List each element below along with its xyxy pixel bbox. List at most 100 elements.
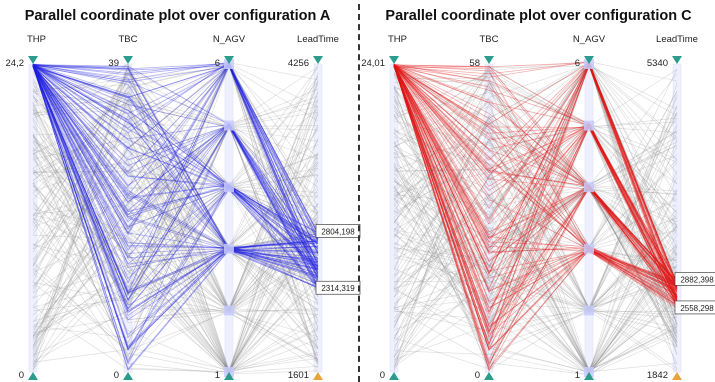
data-line — [393, 73, 678, 310]
filter-handle-bottom-icon[interactable] — [28, 372, 38, 380]
data-line — [32, 138, 319, 188]
highlighted-line — [393, 62, 678, 288]
highlighted-line — [393, 64, 678, 365]
highlighted-line — [32, 66, 319, 267]
axis-name-tbc: TBC — [480, 34, 499, 45]
data-line — [393, 68, 678, 250]
data-line — [32, 72, 319, 374]
data-line — [32, 127, 319, 299]
highlighted-line — [393, 63, 678, 290]
data-line — [32, 151, 319, 306]
highlighted-line — [32, 63, 319, 279]
data-line — [393, 67, 678, 373]
highlighted-line — [393, 65, 678, 288]
highlighted-line — [32, 64, 319, 248]
data-line — [393, 66, 678, 309]
filter-handle-top-icon[interactable] — [672, 56, 682, 64]
data-line — [393, 71, 678, 372]
data-line — [393, 61, 678, 220]
data-line — [32, 63, 319, 214]
filter-handle-top-icon[interactable] — [224, 56, 234, 64]
highlighted-line — [32, 65, 319, 350]
highlighted-line — [393, 64, 678, 289]
data-line — [393, 61, 678, 332]
data-line — [393, 187, 678, 372]
data-line — [32, 140, 319, 360]
data-line — [32, 142, 319, 370]
data-line — [393, 73, 678, 334]
data-line — [32, 208, 319, 337]
highlighted-line — [393, 66, 678, 309]
data-line — [393, 64, 678, 337]
n-agv-level-5 — [584, 120, 594, 131]
filter-handle-top-icon[interactable] — [28, 56, 38, 64]
data-line — [32, 62, 319, 328]
filter-handle-bottom-icon[interactable] — [389, 372, 399, 380]
highlighted-line — [393, 64, 678, 289]
highlighted-line — [393, 64, 678, 298]
data-line — [393, 86, 678, 335]
filter-handle-bottom-icon[interactable] — [484, 372, 494, 380]
data-line — [32, 122, 319, 358]
data-line — [393, 60, 678, 256]
highlighted-line — [32, 65, 319, 274]
highlighted-line — [393, 64, 678, 297]
filter-handle-top-icon[interactable] — [389, 56, 399, 64]
highlighted-line — [32, 64, 319, 244]
filter-handle-bottom-icon[interactable] — [224, 372, 234, 380]
data-line — [393, 91, 678, 290]
highlighted-line — [393, 64, 678, 282]
highlighted-line — [393, 64, 678, 299]
highlighted-line — [32, 65, 319, 263]
data-line — [393, 123, 678, 312]
data-line — [393, 141, 678, 374]
data-line — [393, 189, 678, 337]
data-line — [393, 87, 678, 347]
highlighted-line — [32, 64, 319, 280]
data-line — [393, 83, 678, 301]
highlighted-line — [393, 63, 678, 290]
filter-handle-top-icon[interactable] — [584, 56, 594, 64]
data-line — [32, 261, 319, 374]
data-line — [393, 159, 678, 252]
filter-handle-top-icon[interactable] — [123, 56, 133, 64]
highlighted-line — [393, 65, 678, 346]
data-line — [32, 106, 319, 297]
filter-handle-top-icon[interactable] — [313, 56, 323, 64]
data-line — [393, 65, 678, 277]
range-value-label: 2314,319 — [321, 284, 355, 293]
data-line — [393, 63, 678, 309]
data-line — [393, 145, 678, 310]
filter-handle-bottom-icon[interactable] — [123, 372, 133, 380]
highlighted-line — [393, 65, 678, 306]
highlighted-line — [393, 65, 678, 351]
highlighted-line — [393, 66, 678, 302]
data-line — [393, 196, 678, 371]
data-line — [393, 127, 678, 359]
highlighted-line — [32, 64, 319, 289]
filter-handle-bottom-icon[interactable] — [313, 372, 323, 380]
highlighted-line — [32, 64, 319, 271]
data-line — [32, 66, 319, 122]
filter-handle-bottom-icon[interactable] — [584, 372, 594, 380]
data-line — [32, 60, 319, 290]
highlighted-line — [32, 64, 319, 253]
data-line — [32, 63, 319, 349]
filter-handle-bottom-icon[interactable] — [672, 372, 682, 380]
highlighted-line — [32, 64, 319, 261]
data-line — [32, 126, 319, 313]
highlighted-line — [32, 64, 319, 249]
highlighted-line — [393, 64, 678, 287]
highlighted-line — [393, 66, 678, 296]
highlighted-line — [393, 65, 678, 298]
data-line — [393, 177, 678, 373]
data-line — [32, 109, 319, 372]
data-line — [32, 124, 319, 364]
data-line — [393, 122, 678, 313]
highlighted-line — [393, 64, 678, 293]
data-line — [393, 128, 678, 351]
axis-max-label: 6 — [215, 58, 220, 69]
data-line — [393, 145, 678, 260]
filter-handle-top-icon[interactable] — [484, 56, 494, 64]
highlighted-line — [32, 60, 319, 266]
